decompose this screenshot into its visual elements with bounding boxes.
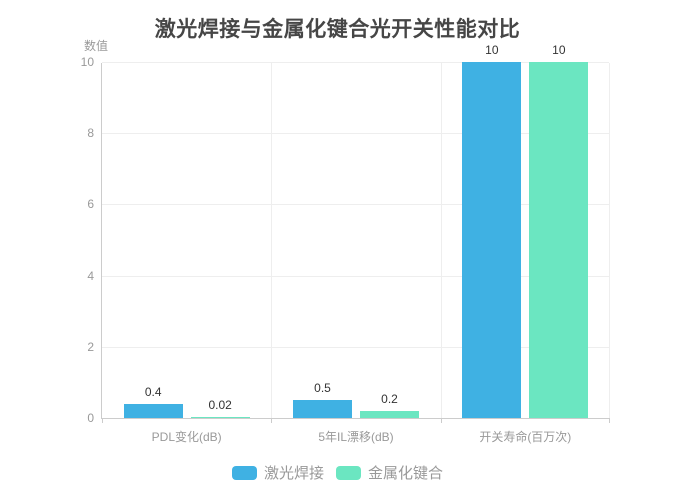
bar-金属化键合-2[interactable] — [529, 62, 589, 418]
gridline-horizontal — [102, 62, 609, 63]
x-axis-tick — [609, 418, 610, 423]
x-category-label: PDL变化(dB) — [151, 430, 222, 444]
bar-激光焊接-1[interactable] — [293, 400, 352, 418]
bar-value-label: 0.5 — [314, 381, 331, 395]
y-tick-label: 10 — [80, 55, 94, 69]
gridline-horizontal — [102, 346, 609, 348]
legend-item-1[interactable]: 金属化键合 — [336, 462, 443, 483]
plot-area: 0 2 4 6 8 10 PDL变化(dB) 5年IL漂移(dB) 开关寿命(百万次) 0.4 0.… — [81, 43, 610, 444]
x-axis-tick — [102, 418, 103, 423]
x-category-label: 5年IL漂移(dB) — [318, 430, 394, 444]
x-axis-tick — [271, 418, 272, 423]
legend-label: 激光焊接 — [263, 465, 324, 482]
gridline-vertical — [271, 63, 272, 418]
legend-label: 金属化键合 — [368, 465, 444, 482]
gridline-horizontal — [102, 204, 609, 206]
y-tick-label: 6 — [87, 197, 94, 212]
bar-value-label: 10 — [485, 43, 499, 57]
bar-value-label: 0.4 — [144, 385, 162, 399]
bar-激光焊接-2[interactable] — [462, 62, 522, 418]
y-tick-label: 0 — [87, 411, 94, 425]
legend-item-0[interactable]: 激光焊接 — [231, 462, 324, 483]
bar-value-label: 10 — [552, 43, 566, 57]
bar-value-label: 0.2 — [381, 392, 398, 406]
gridline-vertical — [441, 63, 442, 418]
bar-金属化键合-0[interactable] — [190, 417, 250, 418]
bar-激光焊接-0[interactable] — [123, 404, 183, 418]
bar-金属化键合-1[interactable] — [360, 411, 419, 418]
legend-swatch-icon — [336, 465, 361, 480]
bar-value-label: 0.02 — [208, 398, 232, 412]
legend-swatch-icon — [231, 465, 257, 480]
x-category-label: 开关寿命(百万次) — [479, 430, 572, 444]
legend: 激光焊接 金属化键合 — [0, 462, 675, 483]
x-axis-tick — [441, 418, 442, 423]
y-tick-label: 4 — [87, 268, 94, 283]
y-tick-label: 8 — [87, 126, 94, 141]
gridline-horizontal — [102, 275, 609, 277]
chart-title: 激光焊接与金属化键合光开关性能对比 — [154, 18, 521, 41]
gridline-horizontal — [102, 133, 609, 135]
gridline-vertical — [609, 63, 610, 418]
y-tick-label: 2 — [87, 339, 94, 354]
y-axis-name: 数值 — [84, 39, 109, 53]
